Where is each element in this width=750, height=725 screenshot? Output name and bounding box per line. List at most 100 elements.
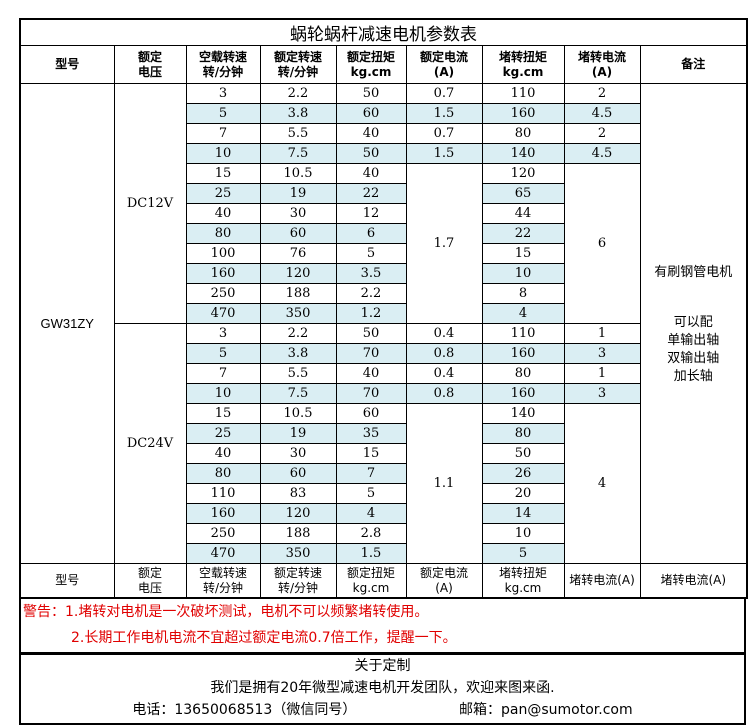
stall-current: 6 [563,163,641,324]
stall-torque: 20 [481,483,565,504]
stall-current: 4.5 [563,143,641,164]
warning-box: 警告：1.堵转对电机是一次破坏测试，电机不可以频繁堵转使用。 2.长期工作电机电… [19,599,746,653]
stall-torque: 44 [481,203,565,224]
stall-torque: 14 [481,503,565,524]
table-row: 25 19 22 65 [20,183,747,204]
custom-text: 我们是拥有20年微型减速电机开发团队，欢迎来图来函. [210,680,555,696]
model-cell: GW31ZY [19,83,115,564]
footer-column-header: 型号 [19,563,115,599]
no-load-speed: 15 [185,163,261,184]
no-load-speed: 80 [185,223,261,244]
rated-torque: 50 [335,323,407,344]
stall-torque: 140 [481,403,565,424]
phone: 电话：13650068513（微信同号） [132,702,357,718]
footer-column-header: 堵转电流(A) [563,563,641,599]
stall-current: 3 [563,383,641,404]
stall-current: 2 [563,123,641,144]
rated-current: 0.7 [405,83,483,104]
stall-torque: 15 [481,243,565,264]
stall-torque: 160 [481,103,565,124]
voltage-cell: DC12V [113,83,187,324]
rated-torque: 6 [335,223,407,244]
table-row: 15 10.5 40 1.7 120 6 [20,163,747,324]
no-load-speed: 5 [185,103,261,124]
rated-torque: 60 [335,403,407,424]
stall-torque: 10 [481,523,565,544]
table-row: DC24V 3 2.2 50 0.4 110 1 [20,323,747,564]
stall-current: 2 [563,83,641,104]
rated-torque: 70 [335,383,407,404]
no-load-speed: 7 [185,363,261,384]
rated-current: 1.7 [405,163,483,324]
rated-current: 0.4 [405,363,483,384]
stall-torque: 65 [481,183,565,204]
rated-torque: 1.2 [335,303,407,324]
stall-torque: 120 [481,163,565,184]
spec-table: 蜗轮蜗杆减速电机参数表 型号 额定 电压 空载转速 转/分钟 额定转速 转/分钟 额定扭… [19,18,748,599]
rated-torque: 22 [335,183,407,204]
table-row: 160 120 3.5 10 [20,263,747,284]
table-row: 100 76 5 15 [20,243,747,264]
stall-torque: 80 [481,123,565,144]
no-load-speed: 15 [185,403,261,424]
rated-torque: 2.2 [335,283,407,304]
rated-speed: 120 [259,263,337,284]
stall-torque: 22 [481,223,565,244]
rated-speed: 3.8 [259,103,337,124]
rated-speed: 188 [259,523,337,544]
rated-torque: 60 [335,103,407,124]
footer-column-header: 额定电流 (A) [405,563,483,599]
rated-speed: 7.5 [259,143,337,164]
remark-shaft-options: 可以配 单输出轴 双输出轴 加长轴 [667,315,720,384]
table-row: 5 3.8 70 0.8 160 3 [20,343,747,364]
no-load-speed: 10 [185,383,261,404]
rated-torque: 4 [335,503,407,524]
rated-torque: 1.5 [335,543,407,564]
column-header: 型号 [19,45,115,84]
remark-motor-type: 有刷钢管电机 [654,265,733,280]
no-load-speed: 10 [185,143,261,164]
rated-speed: 10.5 [259,403,337,424]
custom-heading: 关于定制 [354,658,411,674]
rated-speed: 350 [259,303,337,324]
rated-speed: 3.8 [259,343,337,364]
footer-column-header: 空载转速 转/分钟 [185,563,261,599]
table-title: 蜗轮蜗杆减速电机参数表 [19,18,748,46]
column-header: 堵转电流 (A) [563,45,641,84]
rated-speed: 2.2 [259,83,337,104]
customization-box: 关于定制 我们是拥有20年微型减速电机开发团队，欢迎来图来函. 电话：13650… [19,653,746,725]
rated-torque: 50 [335,143,407,164]
rated-speed: 30 [259,203,337,224]
rated-speed: 60 [259,463,337,484]
stall-torque: 110 [481,323,565,344]
table-row: 7 5.5 40 0.4 80 1 [20,363,747,384]
no-load-speed: 5 [185,343,261,364]
rated-speed: 30 [259,443,337,464]
stall-torque: 5 [481,543,565,564]
table-row: 80 60 6 22 [20,223,747,244]
rated-speed: 5.5 [259,363,337,384]
email: 邮箱：pan@sumotor.com [459,702,633,718]
rated-speed: 188 [259,283,337,304]
no-load-speed: 100 [185,243,261,264]
stall-current: 3 [563,343,641,364]
rated-speed: 350 [259,543,337,564]
footer-column-header: 额定转速 转/分钟 [259,563,337,599]
rated-current: 1.5 [405,143,483,164]
rated-speed: 10.5 [259,163,337,184]
stall-current: 1 [563,363,641,384]
rated-current: 1.5 [405,103,483,124]
column-header: 额定转速 转/分钟 [259,45,337,84]
table-row: 15 10.5 60 1.1 140 4 [20,403,747,564]
no-load-speed: 40 [185,443,261,464]
stall-torque: 8 [481,283,565,304]
rated-current: 1.1 [405,403,483,564]
spec-sheet: 蜗轮蜗杆减速电机参数表 型号 额定 电压 空载转速 转/分钟 额定转速 转/分钟 额定扭… [19,18,748,725]
rated-speed: 60 [259,223,337,244]
footer-column-header: 额定 电压 [113,563,187,599]
table-row: 470 350 1.5 5 [20,543,747,564]
rated-speed: 76 [259,243,337,264]
warning-line-2: 2.长期工作电机电流不宜超过额定电流0.7倍工作，提醒一下。 [71,630,457,646]
remarks-cell: 有刷钢管电机可以配 单输出轴 双输出轴 加长轴 [639,83,748,564]
table-row: 470 350 1.2 4 [20,303,747,324]
